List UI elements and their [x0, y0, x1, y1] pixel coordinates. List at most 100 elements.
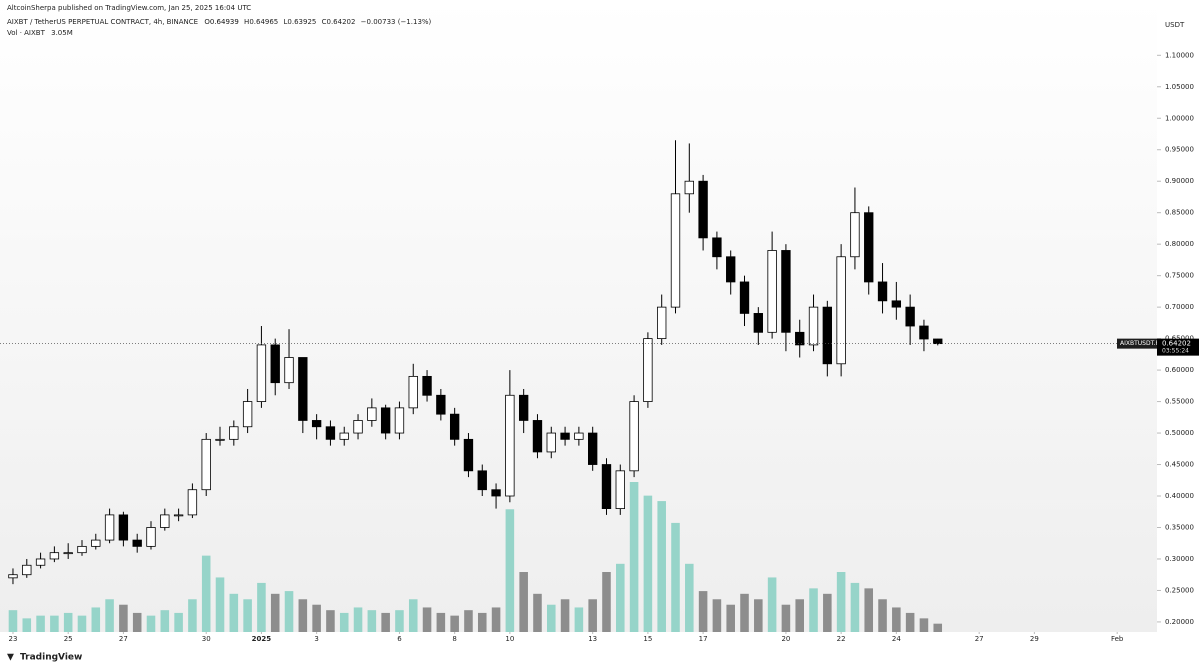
symbol-line: AIXBT / TetherUS PERPETUAL CONTRACT, 4h,… — [7, 18, 432, 26]
x-tick-label: 10 — [505, 635, 514, 643]
volume-bar — [836, 572, 846, 632]
ohlc-high: 0.64965 — [249, 18, 278, 26]
candle-body — [518, 394, 529, 421]
volume-bar — [77, 615, 87, 632]
x-tick-label: 23 — [9, 635, 18, 643]
volume-bar — [50, 615, 59, 632]
volume-bar — [91, 607, 101, 632]
candle-body — [726, 256, 736, 283]
volume-bar — [201, 555, 211, 632]
candle-body — [795, 331, 805, 346]
candle-body — [574, 432, 584, 440]
candle-layer — [8, 140, 943, 585]
candle-body — [311, 420, 322, 428]
volume-bar — [546, 604, 556, 632]
x-tick-label: 22 — [837, 635, 846, 643]
volume-bar — [243, 599, 252, 632]
volume-bar — [160, 610, 170, 632]
candle-body — [767, 250, 777, 333]
y-tick-label: 0.80000 — [1165, 240, 1194, 248]
axes-layer: 0.20000 0.25000 0.30000 0.35000 0.40000 0.450… — [0, 51, 1199, 643]
y-tick-label: 0.90000 — [1165, 177, 1194, 185]
volume-bar — [919, 618, 929, 632]
candle-body — [532, 420, 543, 453]
candle-body — [256, 344, 267, 402]
volume-bar — [795, 599, 805, 632]
candle-body — [408, 375, 418, 409]
y-tick-label: 0.50000 — [1165, 429, 1194, 437]
volume-bar — [326, 610, 335, 632]
candle-body — [615, 470, 625, 510]
candle-body — [187, 489, 198, 516]
volume-bar — [381, 612, 390, 632]
y-tick-label: 0.45000 — [1165, 461, 1194, 469]
volume-bar — [229, 593, 239, 632]
volume-bar — [850, 582, 860, 632]
candle-body — [712, 237, 722, 258]
volume-bar — [174, 612, 183, 632]
volume-bar — [422, 607, 432, 632]
volume-bar — [353, 607, 363, 632]
volume-bar — [395, 610, 404, 632]
candle-body — [850, 212, 860, 258]
candle-body — [284, 357, 294, 384]
volume-bar — [22, 618, 32, 632]
time-axis-background — [0, 632, 1199, 667]
candle-body — [22, 564, 32, 576]
volume-bar — [643, 495, 653, 632]
y-tick-label: 0.20000 — [1165, 618, 1194, 626]
candle-body — [367, 407, 377, 421]
volume-bar — [450, 615, 459, 632]
price-units: USDT — [1165, 21, 1185, 29]
y-tick-label: 0.40000 — [1165, 492, 1194, 500]
x-tick-label: 25 — [64, 635, 73, 643]
x-tick-label: 20 — [781, 635, 790, 643]
symbol: AIXBT / TetherUS PERPETUAL CONTRACT, 4h,… — [7, 18, 198, 26]
volume-bar — [477, 612, 487, 632]
y-tick-label: 0.25000 — [1165, 586, 1194, 594]
volume-bar — [132, 612, 142, 632]
x-tick-label: Feb — [1111, 635, 1124, 643]
x-tick-label: 17 — [699, 635, 708, 643]
x-tick-label: 2025 — [252, 635, 272, 643]
change: −0.00733 (−1.13%) — [361, 18, 432, 26]
candle-body — [91, 539, 101, 547]
candle-body — [160, 514, 170, 528]
logo: TradingView — [20, 653, 82, 663]
candle-body — [449, 413, 460, 440]
candle-body — [698, 180, 708, 239]
volume-bar — [878, 599, 887, 632]
y-tick-label: 0.75000 — [1165, 272, 1194, 280]
x-tick-label: 6 — [397, 635, 402, 643]
candle-body — [643, 338, 653, 402]
volume-bar — [657, 501, 666, 632]
candle-body — [891, 300, 902, 308]
volume-bar — [367, 610, 377, 632]
candle-body — [684, 180, 694, 195]
volume-bar — [905, 612, 915, 632]
ohlc-prefix: O — [204, 18, 210, 26]
candle-body — [380, 407, 391, 434]
candle-body — [905, 306, 915, 327]
volume-bar — [602, 572, 611, 632]
candle-body — [436, 394, 446, 415]
candle-body — [491, 489, 501, 497]
y-tick-label: 1.00000 — [1165, 114, 1194, 122]
candle-body — [560, 432, 570, 440]
volume-bar — [781, 604, 791, 632]
candle-body — [8, 574, 18, 579]
volume-bar — [8, 610, 18, 632]
symbol-tag — [1117, 338, 1157, 349]
candle-body — [822, 306, 833, 365]
countdown-label: 03:55:24 — [1162, 348, 1189, 355]
volume-line: Vol · AIXBT 3.05M — [7, 29, 73, 37]
candle-body — [933, 338, 943, 345]
volume-bar — [408, 599, 418, 632]
volume-bar — [892, 607, 901, 632]
candle-body — [173, 514, 184, 517]
ohlc-low: 0.63925 — [287, 18, 316, 26]
x-tick-label: 3 — [314, 635, 318, 643]
volume-bar — [298, 599, 308, 632]
candle-body — [463, 438, 474, 472]
